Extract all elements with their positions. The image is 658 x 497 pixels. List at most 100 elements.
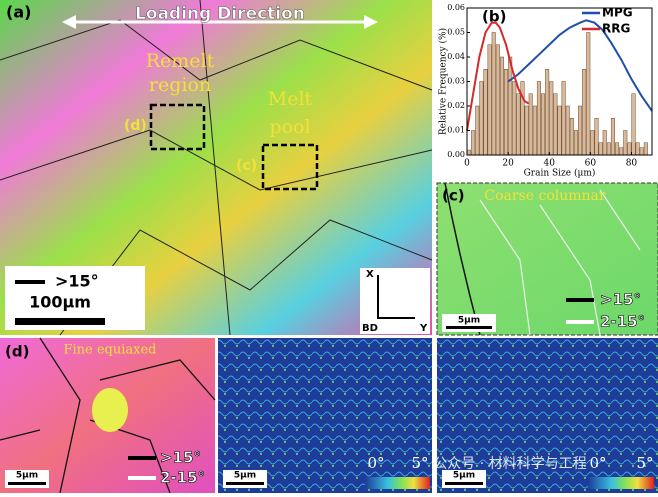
axis-label: X	[366, 269, 374, 280]
scale-bar	[446, 326, 492, 329]
legend-text: MPG	[602, 6, 633, 20]
y-axis-label: Relative Frequency (%)	[438, 28, 449, 135]
axes-box	[360, 268, 430, 334]
x-tick-label: 60	[585, 159, 597, 169]
curve	[507, 19, 653, 112]
scale-bar-text: 5µm	[453, 471, 475, 481]
bar	[545, 69, 550, 156]
bar	[615, 142, 620, 156]
bar	[541, 93, 546, 156]
x-tick-label: 0	[464, 159, 470, 169]
bar	[532, 105, 537, 156]
x-tick-label: 80	[626, 159, 638, 169]
kam-map	[437, 338, 658, 493]
bar	[516, 93, 521, 156]
panel-label: (d)	[5, 343, 29, 361]
scale-bar	[445, 482, 483, 485]
box-label: (c)	[236, 158, 257, 174]
scale-bar	[8, 482, 46, 485]
bar	[491, 32, 496, 156]
y-tick-label: 0.02	[447, 101, 465, 110]
legend-text: >15°	[55, 272, 99, 291]
bar	[561, 81, 566, 156]
zoom-box	[149, 103, 206, 151]
bar	[471, 130, 476, 156]
panel-label: (a)	[6, 3, 31, 22]
colorbar	[588, 477, 654, 489]
bar	[643, 142, 648, 156]
axis-label: Y	[419, 323, 428, 334]
bar	[475, 105, 480, 156]
bar	[524, 105, 529, 156]
bar	[504, 69, 509, 156]
bar	[565, 105, 570, 156]
x-axis-label: Grain Size (µm)	[524, 168, 596, 179]
y-tick-label: 0.06	[447, 3, 465, 12]
scale-bar	[15, 318, 105, 325]
panel-label: (c)	[442, 187, 465, 205]
watermark: 公众号 · 材料科学与工程	[433, 456, 586, 472]
region-label: region	[149, 74, 211, 96]
curve	[466, 21, 530, 131]
y-tick-label: 0.01	[447, 126, 465, 135]
grain-boundaries	[479, 189, 641, 336]
bar	[573, 130, 578, 156]
bar	[536, 81, 541, 156]
axes-triad	[377, 275, 415, 319]
bar	[598, 142, 603, 156]
axis-label: BD	[362, 323, 378, 334]
panel-title: Coarse columnar	[484, 188, 606, 204]
bar	[594, 118, 599, 156]
legend-text: 2-15°	[600, 313, 645, 331]
zoom-box	[261, 143, 319, 191]
bar	[495, 44, 500, 156]
x-tick-label: 40	[543, 159, 555, 169]
colorbar-label: 0°	[367, 454, 384, 472]
region-label: pool	[269, 116, 310, 138]
bar	[553, 93, 558, 156]
bar	[499, 56, 504, 156]
y-tick-label: 0.04	[447, 52, 465, 61]
panel-title: Fine equiaxed	[63, 343, 156, 358]
bar	[528, 93, 533, 156]
bar	[631, 93, 636, 156]
bar	[610, 118, 615, 156]
scale-bar-text: 5µm	[458, 316, 480, 326]
y-tick-label: 0.03	[447, 77, 465, 86]
bar	[623, 130, 628, 156]
bar	[627, 142, 632, 156]
y-tick-label: 0.00	[447, 150, 465, 159]
bar	[549, 81, 554, 156]
legend-text: 2-15°	[160, 469, 205, 487]
colorbar-label: 0°	[589, 454, 606, 472]
bar	[619, 147, 624, 156]
grain	[92, 388, 128, 432]
bar	[602, 130, 607, 156]
grain-boundaries	[0, 337, 216, 494]
bar	[467, 149, 472, 156]
bar	[557, 105, 562, 156]
bar	[635, 142, 640, 156]
scale-bar-text: 5µm	[234, 471, 256, 481]
bar	[508, 56, 513, 156]
bar	[590, 130, 595, 156]
colorbar-label: 5°	[411, 454, 428, 472]
bar	[639, 147, 644, 156]
x-tick-label: 20	[502, 159, 514, 169]
bar	[569, 118, 574, 156]
panel-label: (b)	[482, 8, 506, 26]
scale-bar-text: 100µm	[29, 293, 91, 312]
region-label: Melt	[268, 88, 313, 110]
kam-map	[218, 338, 432, 493]
bar	[483, 69, 488, 156]
bar	[586, 32, 591, 156]
bar	[512, 81, 517, 156]
y-tick-label: 0.05	[447, 28, 465, 37]
scale-bar	[226, 482, 264, 485]
grain-boundaries	[0, 0, 433, 336]
legend-text: >15°	[600, 291, 641, 309]
box-label: (d)	[124, 118, 147, 134]
loading-direction: Loading Direction	[135, 4, 305, 24]
colorbar	[365, 477, 430, 489]
